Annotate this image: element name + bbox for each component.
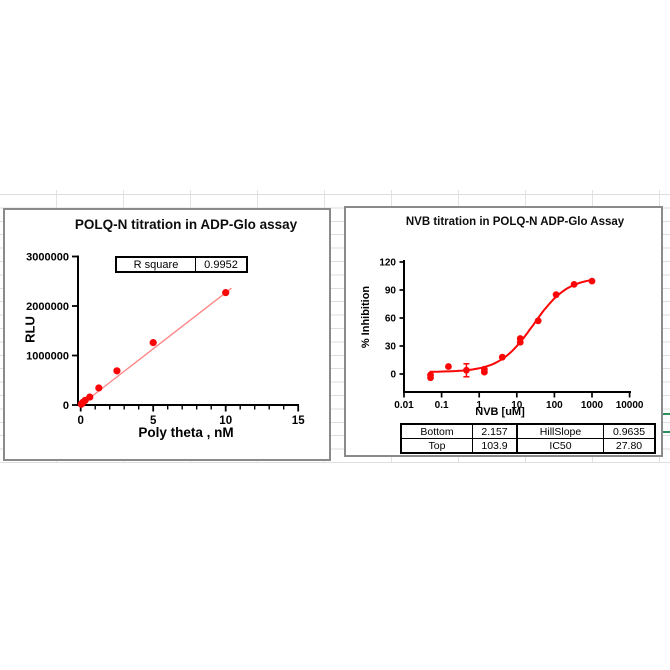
data-point xyxy=(86,393,94,401)
y-axis-label-inhibition: % Inhibition xyxy=(360,285,372,349)
param-hillslope-label: HillSlope xyxy=(516,423,604,439)
r-square-value: 0.9952 xyxy=(195,256,248,273)
data-point xyxy=(113,367,121,375)
chart-title: NVB titration in POLQ-N ADP-Glo Assay xyxy=(405,216,625,228)
data-point xyxy=(95,384,103,392)
x-tick-label: 5 xyxy=(150,415,157,427)
x-tick-label: 10000 xyxy=(616,400,644,411)
data-point xyxy=(445,363,452,370)
chart-panel-polq-titration[interactable]: POLQ-N titration in ADP-Glo assay R squa… xyxy=(3,208,331,461)
data-point xyxy=(222,289,230,297)
x-tick-label: 10 xyxy=(219,415,232,427)
x-axis-label-nvb: NVB [uM] xyxy=(475,406,525,418)
data-point xyxy=(427,374,434,382)
chart-panel-nvb-titration[interactable]: NVB titration in POLQ-N ADP-Glo Assay 0 3… xyxy=(344,206,663,457)
x-tick-label: 0.01 xyxy=(394,400,414,411)
polq-plot-area: 0 1000000 2000000 3000000 0 5 10 15 xyxy=(26,252,305,428)
gridline-accent-2 xyxy=(663,431,670,433)
x-tick-label: 1000 xyxy=(581,400,604,411)
x-tick-label: 0.1 xyxy=(435,400,449,411)
param-bottom-label: Bottom xyxy=(400,423,473,439)
data-point xyxy=(588,277,596,285)
data-point xyxy=(570,281,578,288)
data-point xyxy=(498,353,506,361)
data-point xyxy=(516,335,524,342)
x-tick-label: 0 xyxy=(77,415,83,427)
param-top-value: 103.9 xyxy=(472,438,518,454)
param-ic50-label: IC50 xyxy=(516,438,604,454)
data-point xyxy=(480,365,488,373)
y-tick-label: 0 xyxy=(390,370,396,381)
chart-title: POLQ-N titration in ADP-Glo assay xyxy=(74,217,298,232)
param-ic50-value: 27.80 xyxy=(603,438,656,454)
dose-response-curve xyxy=(429,278,593,373)
linear-fit-line xyxy=(80,287,232,406)
data-point xyxy=(534,317,542,325)
y-tick-label: 120 xyxy=(379,258,396,269)
x-tick-label: 10 xyxy=(511,400,523,411)
data-point xyxy=(149,339,157,347)
y-tick-label: 2000000 xyxy=(26,301,69,313)
fit-parameters-table: Bottom 2.157 HillSlope 0.9635 Top 103.9 … xyxy=(400,423,656,454)
data-point xyxy=(552,291,560,299)
y-axis-label-rlu: RLU xyxy=(22,316,38,343)
param-bottom-value: 2.157 xyxy=(472,423,518,439)
y-tick-label: 90 xyxy=(385,286,397,297)
r-square-table: R square 0.9952 xyxy=(115,256,248,273)
y-tick-label: 1000000 xyxy=(26,351,69,363)
param-hillslope-value: 0.9635 xyxy=(603,423,656,439)
r-square-label: R square xyxy=(115,256,196,273)
x-tick-label: 15 xyxy=(292,415,305,427)
gridline-accent-1 xyxy=(663,413,670,415)
param-top-label: Top xyxy=(400,438,473,454)
x-tick-label: 100 xyxy=(546,400,563,411)
y-tick-label: 60 xyxy=(385,314,397,325)
x-tick-label: 1 xyxy=(476,400,482,411)
data-point xyxy=(463,366,470,374)
x-axis-label-poly-theta: Poly theta , nM xyxy=(138,425,234,440)
nvb-plot-area: 0 30 60 90 120 0.01 0.1 1 10 100 1000 10000 xyxy=(379,258,644,412)
y-tick-label: 30 xyxy=(385,342,397,353)
y-tick-label: 3000000 xyxy=(26,252,69,264)
y-tick-label: 0 xyxy=(63,400,69,412)
